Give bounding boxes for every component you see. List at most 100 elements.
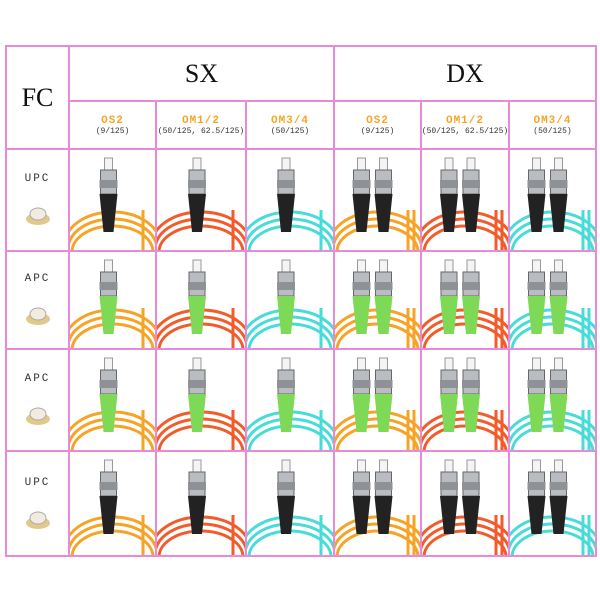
connector-boot xyxy=(352,496,371,534)
connector-nut xyxy=(99,482,118,490)
product-image xyxy=(70,459,155,555)
product-image xyxy=(157,259,245,348)
column-name: OM3/4 xyxy=(533,114,572,127)
product-image xyxy=(247,259,333,348)
connector-boot xyxy=(440,296,458,334)
connector-nut xyxy=(462,380,480,388)
ferrule-top xyxy=(29,307,46,321)
product-cell xyxy=(508,450,597,557)
connector-boot xyxy=(527,194,546,232)
row-label: UPC xyxy=(24,476,51,489)
connector-boot xyxy=(277,496,295,534)
connector-nut xyxy=(462,482,480,490)
column-name: OS2 xyxy=(101,114,124,127)
row-label: UPC xyxy=(24,173,51,185)
row-label: APC xyxy=(24,273,51,285)
connector-boot xyxy=(277,194,295,232)
product-image xyxy=(422,459,508,555)
connector-nut xyxy=(374,282,393,290)
product-cell xyxy=(508,250,597,350)
ferrule-icon xyxy=(25,407,50,425)
row-header: UPC xyxy=(5,148,70,252)
product-cell xyxy=(155,250,247,350)
product-image xyxy=(510,357,595,450)
product-image xyxy=(70,157,155,250)
cable-loop xyxy=(70,529,155,555)
column-spec: (9/125) xyxy=(360,126,395,136)
product-cell xyxy=(508,148,597,252)
product-cell xyxy=(420,450,510,557)
connector-boot xyxy=(527,296,546,334)
connector-nut xyxy=(188,180,206,188)
product-cell xyxy=(420,148,510,252)
column-header: OM1/2 (50/125, 62.5/125) xyxy=(155,100,247,150)
ferrule-top xyxy=(29,511,46,524)
connector-nut xyxy=(188,282,206,290)
connector-boot xyxy=(188,496,206,534)
group-header: SX xyxy=(68,45,335,102)
product-image xyxy=(335,157,420,250)
row-header: UPC xyxy=(5,450,70,557)
product-image xyxy=(422,357,508,450)
connector-nut xyxy=(527,380,546,388)
product-image xyxy=(247,459,333,555)
product-cell xyxy=(508,348,597,452)
ferrule-icon xyxy=(25,207,50,225)
product-cell xyxy=(333,348,422,452)
product-image xyxy=(157,157,245,250)
column-name: OM1/2 xyxy=(181,114,220,127)
product-image xyxy=(510,259,595,348)
product-image xyxy=(157,357,245,450)
product-image xyxy=(510,157,595,250)
group-label: DX xyxy=(446,58,484,88)
ferrule-top xyxy=(29,207,46,221)
row-header: APC xyxy=(5,348,70,452)
connector-boot xyxy=(352,394,371,432)
product-cell xyxy=(333,148,422,252)
group-header: DX xyxy=(333,45,597,102)
connector-nut xyxy=(527,482,546,490)
connector-nut xyxy=(277,282,295,290)
product-cell xyxy=(155,148,247,252)
cable-loop xyxy=(510,224,595,250)
connector-nut xyxy=(188,482,206,490)
column-spec: (50/125) xyxy=(270,126,310,136)
group-label: SX xyxy=(184,58,219,88)
connector-nut xyxy=(352,380,371,388)
connector-nut xyxy=(549,282,568,290)
cable-loop xyxy=(335,529,420,555)
cable-loop xyxy=(510,529,595,555)
product-image xyxy=(157,459,245,555)
connector-boot xyxy=(352,194,371,232)
product-cell xyxy=(68,348,157,452)
connector-nut xyxy=(352,282,371,290)
connector-boot xyxy=(462,394,480,432)
connector-boot xyxy=(549,194,568,232)
product-image xyxy=(70,259,155,348)
column-spec: (50/125) xyxy=(533,126,572,136)
cable-loop xyxy=(422,529,508,555)
connector-nut xyxy=(277,180,295,188)
connector-nut xyxy=(374,180,393,188)
cable-loop xyxy=(422,322,508,348)
product-image xyxy=(510,459,595,555)
connector-boot xyxy=(277,296,295,334)
connector-boot xyxy=(440,394,458,432)
product-image xyxy=(335,459,420,555)
connector-nut xyxy=(188,380,206,388)
product-image xyxy=(335,259,420,348)
connector-boot xyxy=(462,296,480,334)
product-cell xyxy=(68,450,157,557)
connector-nut xyxy=(549,482,568,490)
connector-boot xyxy=(549,296,568,334)
product-cell xyxy=(68,250,157,350)
connector-boot xyxy=(374,194,393,232)
cable-loop xyxy=(335,424,420,450)
corner-cell: FC xyxy=(5,45,70,150)
product-cell xyxy=(245,348,335,452)
cable-loop xyxy=(335,224,420,250)
connector-nut xyxy=(549,380,568,388)
connector-boot xyxy=(99,194,118,232)
connector-nut xyxy=(99,282,118,290)
